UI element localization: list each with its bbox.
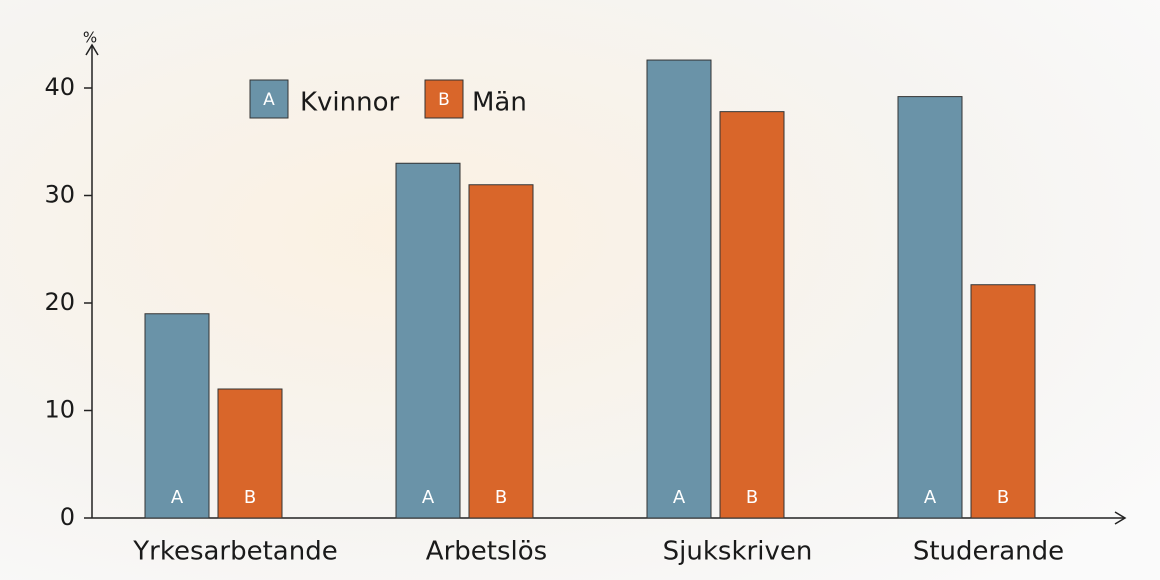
x-tick-label: Sjukskriven <box>663 537 813 567</box>
bar-letter: A <box>673 487 686 508</box>
bar <box>395 162 461 519</box>
legend-label: Män <box>472 88 527 118</box>
y-tick-label: 10 <box>44 396 75 424</box>
bar-letter: A <box>422 487 435 508</box>
bar <box>217 388 283 519</box>
bar <box>897 96 963 519</box>
bar-letter: A <box>924 487 937 508</box>
bar <box>144 313 210 519</box>
bar-letter: B <box>997 487 1009 508</box>
legend-swatch <box>424 79 464 119</box>
bar-letter: B <box>746 487 758 508</box>
x-tick-label: Yrkesarbetande <box>132 537 337 567</box>
bar-letter: B <box>244 487 256 508</box>
legend-swatch <box>249 79 289 119</box>
bar <box>646 59 712 519</box>
y-tick-label: 40 <box>44 73 75 101</box>
bar <box>468 184 534 519</box>
bar-letter: A <box>171 487 184 508</box>
x-tick-label: Studerande <box>913 537 1064 567</box>
y-tick-label: 20 <box>44 288 75 316</box>
legend-letter: B <box>438 90 450 110</box>
x-axis-arrow <box>1114 511 1127 525</box>
y-axis-arrow <box>85 43 99 56</box>
x-tick-label: Arbetslös <box>426 537 547 567</box>
legend-letter: A <box>263 90 275 110</box>
legend-label: Kvinnor <box>300 88 400 118</box>
y-unit: % <box>83 29 97 47</box>
y-tick-label: 30 <box>44 181 75 209</box>
bar <box>970 284 1036 519</box>
y-tick-label: 0 <box>60 503 75 531</box>
bar-letter: B <box>495 487 507 508</box>
bar <box>719 111 785 519</box>
